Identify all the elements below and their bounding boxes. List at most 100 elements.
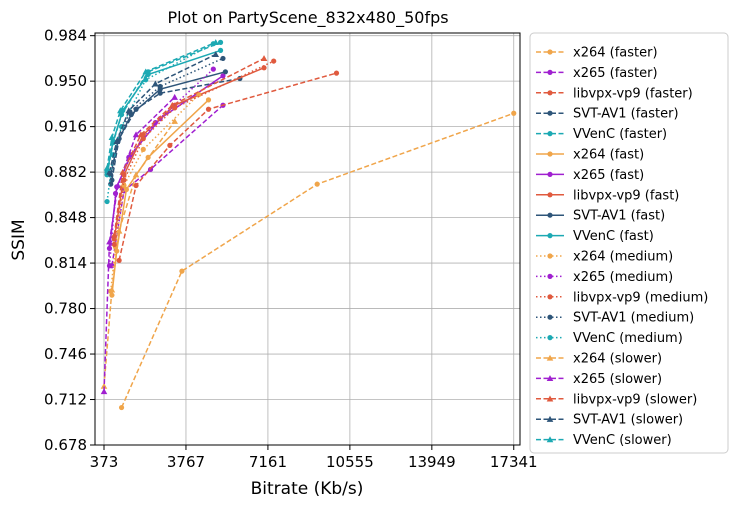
- data-point: [113, 138, 121, 144]
- legend-marker: [547, 110, 553, 116]
- legend-entry: x264 (medium): [536, 250, 673, 265]
- legend-label: libvpx-vp9 (medium): [573, 290, 708, 305]
- data-point: [106, 168, 113, 175]
- legend-label: x264 (fast): [573, 148, 644, 163]
- series-x265-slower: [100, 93, 178, 395]
- data-point: [222, 69, 228, 75]
- y-tick-label: 0.712: [44, 391, 87, 409]
- data-point: [171, 117, 178, 124]
- series-line: [111, 104, 224, 266]
- y-tick-label: 0.916: [44, 118, 87, 136]
- data-point: [111, 231, 118, 238]
- y-tick-label: 0.746: [44, 345, 87, 363]
- data-point: [100, 388, 108, 395]
- legend-marker: [547, 131, 553, 137]
- data-point: [152, 80, 159, 87]
- data-point: [217, 39, 224, 45]
- data-point: [104, 198, 110, 205]
- data-point: [179, 268, 185, 274]
- data-point: [261, 65, 267, 71]
- legend-label: x265 (faster): [573, 66, 658, 81]
- data-point: [220, 55, 226, 62]
- legend-entry: libvpx-vp9 (slower): [536, 392, 697, 407]
- legend: x264 (faster) x265 (faster) libvpx-vp9 (fa…: [529, 32, 729, 454]
- series-libvpx-vp9-medium: [111, 58, 277, 247]
- legend-label: SVT-AV1 (faster): [573, 107, 679, 122]
- x-tick-label: 373: [90, 453, 119, 471]
- legend-entry: x265 (slower): [536, 372, 662, 387]
- data-point: [111, 241, 117, 247]
- legend-entry: VVenC (fast): [536, 229, 654, 244]
- legend-entry: libvpx-vp9 (medium): [536, 290, 708, 305]
- x-tick-label: 17341: [490, 453, 538, 471]
- legend-label: x265 (fast): [573, 168, 644, 183]
- series-vvenc-slower: [103, 39, 220, 171]
- series-line: [113, 67, 265, 240]
- data-point: [271, 58, 277, 64]
- legend-marker: [547, 192, 553, 198]
- series-libvpx-vp9-slower: [111, 55, 268, 238]
- data-point: [511, 110, 517, 116]
- series-line: [106, 41, 216, 169]
- data-point: [314, 181, 320, 187]
- data-point: [106, 263, 113, 269]
- legend-marker: [546, 395, 554, 402]
- legend-label: SVT-AV1 (slower): [573, 413, 683, 428]
- data-point: [220, 73, 226, 79]
- legend-label: VVenC (faster): [573, 127, 667, 142]
- data-point: [140, 136, 146, 142]
- grid: [95, 33, 520, 446]
- legend-marker: [547, 151, 553, 157]
- data-point: [217, 47, 224, 53]
- legend-marker: [547, 171, 553, 177]
- legend-entry: SVT-AV1 (fast): [536, 209, 665, 224]
- series-libvpx-vp9-faster: [116, 70, 340, 264]
- axes: 373 3767 7161 10555 13949 17341 0.678 0.712 0.74…: [44, 27, 538, 471]
- data-point: [100, 382, 108, 389]
- x-tick-label: 7161: [249, 453, 287, 471]
- legend-marker: [547, 253, 553, 259]
- legend-label: x265 (medium): [573, 270, 673, 285]
- data-point: [140, 146, 146, 152]
- plot-frame: [94, 32, 521, 446]
- legend-entry: VVenC (medium): [536, 331, 683, 346]
- x-tick-label: 3767: [167, 453, 205, 471]
- legend-entry: x265 (fast): [536, 168, 644, 183]
- legend-entry: x264 (faster): [536, 46, 658, 61]
- legend-marker: [546, 354, 554, 361]
- data-point: [117, 107, 124, 114]
- data-point: [171, 93, 178, 100]
- legend-marker: [547, 212, 553, 218]
- data-point: [123, 186, 129, 193]
- legend-entry: x264 (fast): [536, 148, 644, 163]
- data-point: [260, 55, 268, 62]
- data-point: [125, 107, 133, 114]
- legend-entry: libvpx-vp9 (fast): [536, 188, 679, 203]
- data-point: [114, 182, 122, 189]
- y-tick-label: 0.984: [44, 27, 87, 45]
- series-line: [111, 99, 210, 296]
- data-point: [119, 168, 127, 175]
- legend-entry: SVT-AV1 (medium): [536, 311, 694, 326]
- data-point: [108, 134, 116, 140]
- legend-marker: [546, 375, 554, 382]
- data-point: [137, 131, 145, 138]
- series-line: [108, 53, 217, 173]
- series-svt-av1-slower: [106, 51, 220, 175]
- legend-label: libvpx-vp9 (faster): [573, 86, 693, 101]
- legend-label: x264 (faster): [573, 46, 658, 61]
- data-point: [106, 238, 113, 245]
- data-point: [116, 257, 122, 264]
- legend-marker: [547, 69, 553, 75]
- legend-label: x264 (medium): [573, 250, 673, 265]
- legend-label: SVT-AV1 (medium): [573, 311, 694, 326]
- data-point: [196, 91, 202, 98]
- data-point: [103, 164, 111, 171]
- legend-marker: [547, 233, 553, 239]
- data-point: [205, 106, 212, 112]
- legend-label: VVenC (slower): [573, 433, 672, 448]
- y-tick-label: 0.678: [44, 436, 87, 454]
- legend-entry: SVT-AV1 (slower): [536, 413, 683, 428]
- series-line: [120, 112, 514, 408]
- legend-label: libvpx-vp9 (fast): [573, 188, 679, 203]
